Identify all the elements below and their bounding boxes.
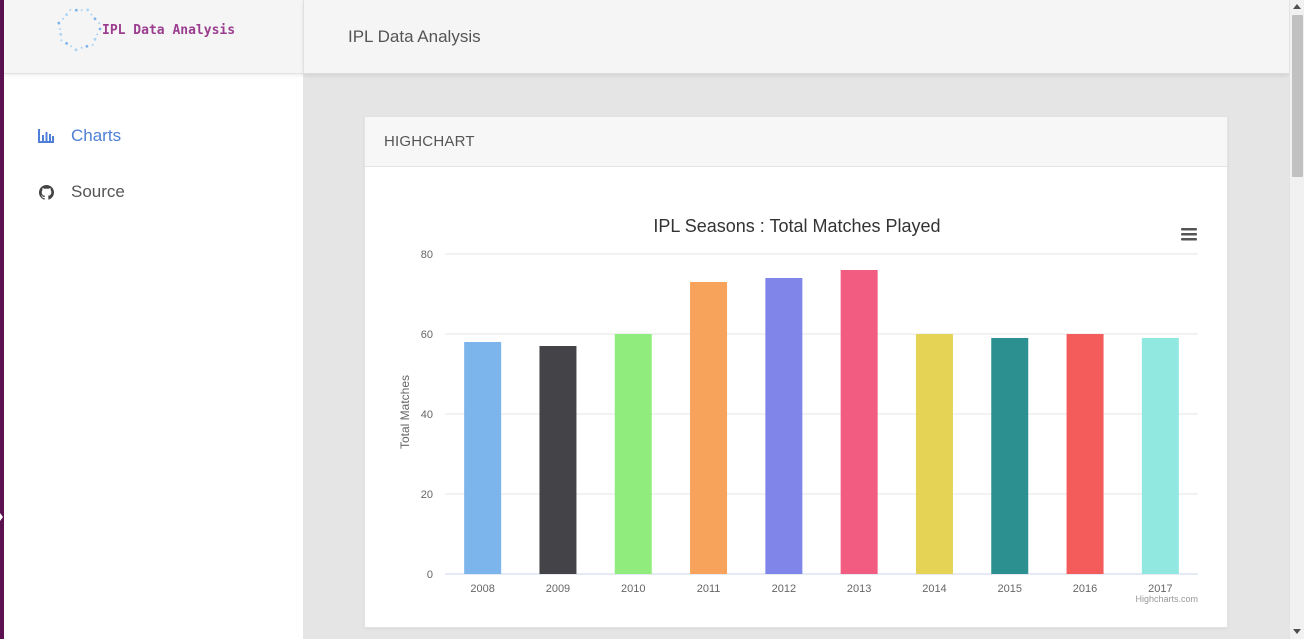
x-tick-label: 2014 [922, 583, 946, 595]
bar-2017[interactable] [1141, 338, 1179, 574]
sidebar-item-source[interactable]: Source [4, 164, 303, 220]
top-bar: IPL Data Analysis [303, 0, 1289, 74]
x-tick-label: 2015 [998, 583, 1022, 595]
x-tick-label: 2008 [470, 583, 494, 595]
y-tick-label: 40 [421, 409, 433, 421]
bar-2013[interactable] [840, 270, 878, 574]
sidebar-nav: Charts Source [4, 108, 303, 220]
bar-2011[interactable] [690, 282, 728, 574]
window-left-edge [0, 0, 4, 639]
vertical-scrollbar[interactable] [1289, 0, 1304, 639]
chart-card: HIGHCHART IPL Seasons : Total Matches Pl… [364, 116, 1228, 628]
y-tick-label: 20 [421, 489, 433, 501]
x-tick-label: 2010 [621, 583, 645, 595]
github-icon [37, 183, 55, 201]
hamburger-menu-icon[interactable] [1179, 222, 1205, 246]
brand-header[interactable]: IPL Data Analysis [4, 0, 303, 74]
sidebar-item-charts[interactable]: Charts [4, 108, 303, 164]
x-tick-label: 2017 [1148, 583, 1172, 595]
y-axis-label: Total Matches [398, 375, 412, 449]
x-tick-label: 2016 [1073, 583, 1097, 595]
bar-2009[interactable] [539, 346, 577, 574]
card-header: HIGHCHART [365, 117, 1227, 167]
scroll-up-arrow-icon[interactable] [1290, 0, 1304, 14]
x-axis-ticks: 2008 2009 2010 2011 2012 2013 2014 2015 2016 2017 [470, 583, 1172, 595]
bar-2015[interactable] [991, 338, 1029, 574]
chart-title: IPL Seasons : Total Matches Played [653, 216, 940, 236]
bar-series [464, 270, 1179, 574]
x-tick-label: 2013 [847, 583, 871, 595]
bar-chart-icon [37, 127, 55, 145]
x-tick-label: 2011 [697, 583, 721, 595]
scrollbar-thumb[interactable] [1292, 15, 1303, 177]
y-tick-label: 0 [427, 569, 433, 581]
scroll-down-arrow-icon[interactable] [1290, 625, 1304, 639]
dotted-circle-logo-icon [57, 8, 102, 52]
card-title: HIGHCHART [384, 133, 475, 150]
bar-chart: IPL Seasons : Total Matches Played Total… [398, 216, 1205, 604]
y-tick-label: 60 [421, 329, 433, 341]
chart-credits[interactable]: Highcharts.com [1135, 594, 1198, 604]
page-title: IPL Data Analysis [348, 27, 481, 46]
sidebar-item-label: Source [71, 182, 125, 201]
sidebar-item-label: Charts [71, 126, 122, 145]
chart-container: IPL Seasons : Total Matches Played Total… [365, 167, 1227, 627]
bar-2008[interactable] [464, 342, 502, 574]
y-tick-label: 80 [421, 249, 433, 261]
sidebar: IPL Data Analysis Charts [4, 0, 303, 639]
brand-name: IPL Data Analysis [102, 23, 236, 38]
bar-2016[interactable] [1066, 334, 1104, 574]
x-tick-label: 2009 [546, 583, 570, 595]
edge-resize-handle[interactable] [0, 510, 4, 524]
bar-2010[interactable] [614, 334, 652, 574]
y-axis-ticks: 0 20 40 60 80 [421, 249, 433, 581]
x-tick-label: 2012 [772, 583, 796, 595]
bar-2014[interactable] [915, 334, 953, 574]
bar-2012[interactable] [765, 278, 803, 574]
